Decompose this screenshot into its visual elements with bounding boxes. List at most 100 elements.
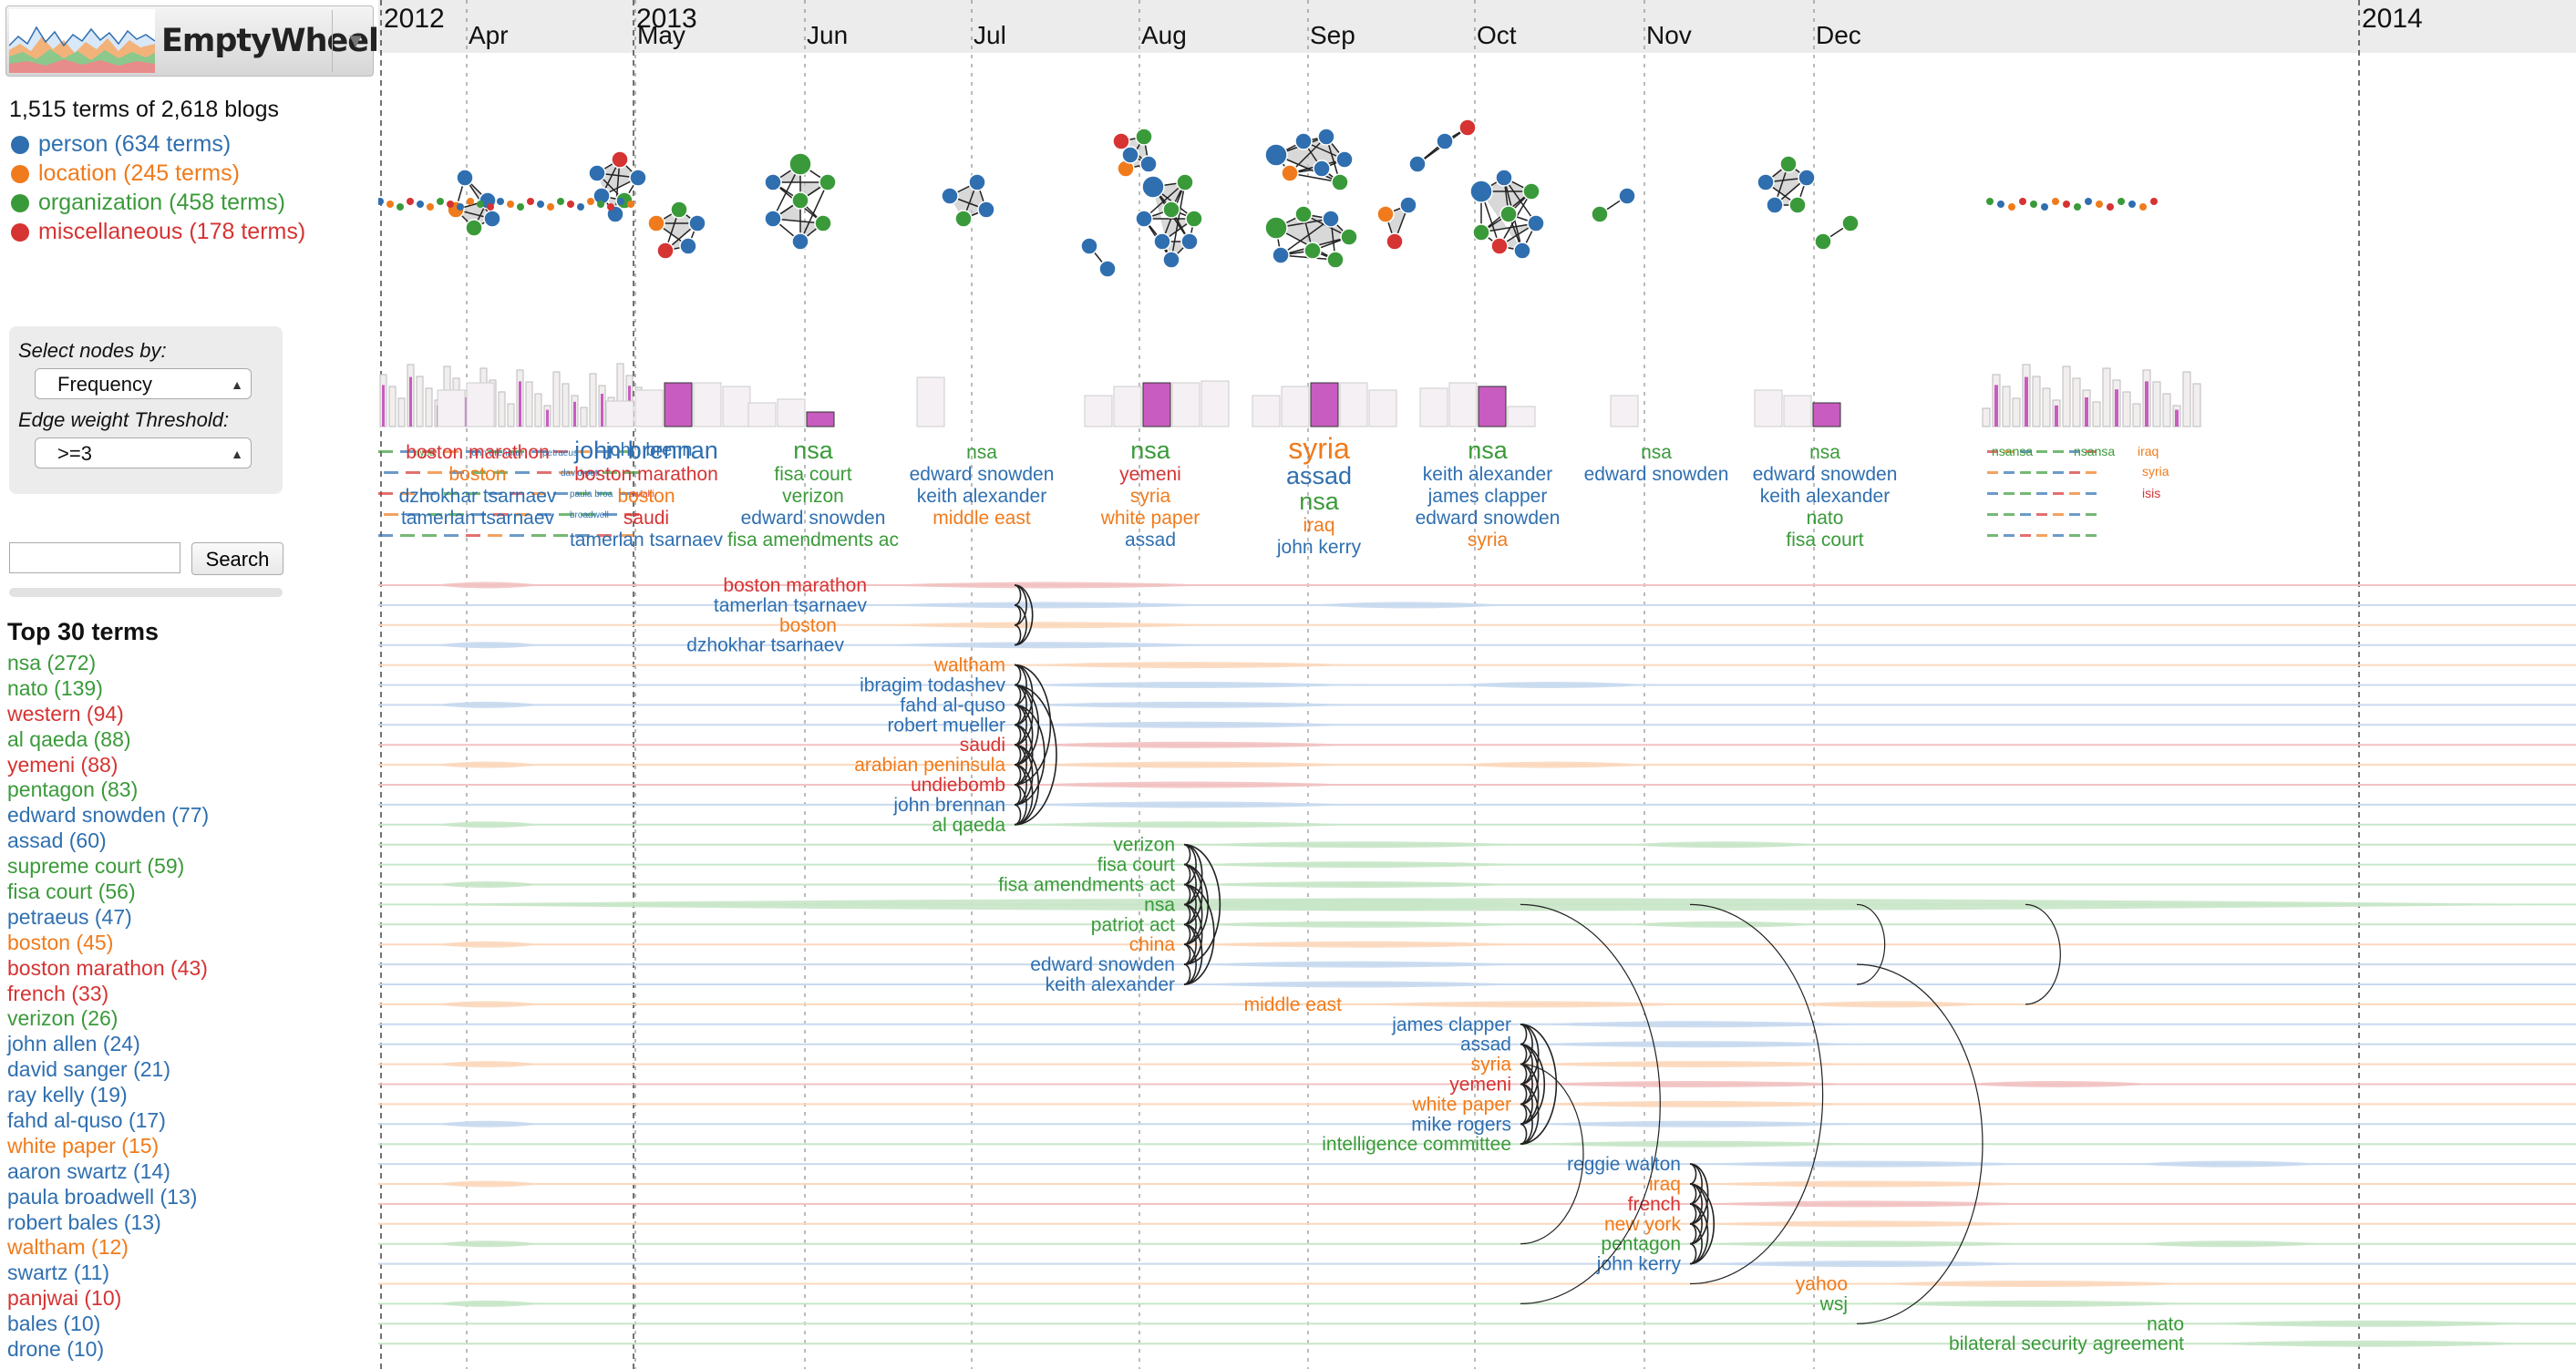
timeline-panel: 2012 2013 2014 Apr May Jun Jul Aug Sep Oct Nov Dec n…: [378, 0, 2576, 1369]
legend-organization[interactable]: organization (458 terms): [11, 190, 285, 216]
month-bar: [1754, 389, 1783, 427]
top-term-item[interactable]: drone (10): [7, 1337, 105, 1362]
tiny-cluster-node: [2139, 203, 2147, 211]
legend-miscellaneous[interactable]: miscellaneous (178 terms): [11, 219, 305, 245]
stream-bulge: [1958, 1081, 2159, 1087]
edge-threshold-dropdown[interactable]: >=3 ▲: [35, 437, 252, 468]
stream-arc: [1183, 843, 1221, 965]
top-term-item[interactable]: verizon (26): [7, 1006, 118, 1031]
stream-bulge: [1861, 1300, 2203, 1307]
tiny-term-mark: [2020, 450, 2031, 453]
month-bar: [1281, 386, 1310, 427]
mini-bar: [2092, 401, 2101, 427]
cluster-node: [1408, 155, 1427, 173]
stream-bulge: [1788, 1001, 1989, 1008]
stream-bulge: [875, 642, 1217, 649]
top-term-item[interactable]: john allen (24): [7, 1032, 140, 1056]
tiny-term-mark: [2053, 534, 2064, 537]
stream-label: fisa amendments act: [998, 875, 1175, 896]
month-bar: [1507, 406, 1536, 427]
top-term-item[interactable]: white paper (15): [7, 1133, 160, 1158]
search-input[interactable]: [9, 542, 180, 573]
top-term-item[interactable]: pentagon (83): [7, 777, 139, 802]
month-term-label: edward snowden: [1416, 508, 1561, 529]
top-term-item[interactable]: boston (45): [7, 930, 114, 954]
top-term-item[interactable]: robert bales (13): [7, 1209, 161, 1234]
stream-bulge: [378, 898, 2566, 911]
cluster-node: [1162, 251, 1180, 269]
top-term-item[interactable]: nato (139): [7, 675, 103, 700]
stream-bulge: [433, 1061, 542, 1068]
top-term-item[interactable]: david sanger (21): [7, 1057, 170, 1082]
tiny-term-mark: [466, 534, 480, 537]
top-term-item[interactable]: swartz (11): [7, 1261, 110, 1285]
cluster-node: [1788, 196, 1807, 214]
month-bar: [1368, 389, 1397, 427]
top-term-item[interactable]: fisa court (56): [7, 880, 136, 904]
search-button[interactable]: Search: [191, 542, 283, 575]
tiny-term-mark: [597, 492, 612, 495]
stream-arc: [1520, 1043, 1546, 1126]
top-term-item[interactable]: bales (10): [7, 1312, 101, 1336]
stream-bulge: [1019, 821, 1361, 829]
stream-bulge: [433, 1300, 542, 1307]
top-term-item[interactable]: boston marathon (43): [7, 955, 208, 980]
tiny-term-mark: [488, 492, 502, 495]
tiny-term-mark: [2086, 471, 2097, 474]
stream-arc: [1183, 923, 1203, 985]
select-nodes-value: Frequency: [57, 373, 152, 396]
tiny-cluster-node: [378, 198, 384, 205]
top-term-item[interactable]: yemeni (88): [7, 752, 118, 777]
top-term-item[interactable]: panjwai (10): [7, 1286, 122, 1311]
month-bar: [1142, 382, 1171, 427]
month-term-label: nsa: [1641, 442, 1672, 463]
month-term-label: syria: [1468, 530, 1509, 551]
legend-person[interactable]: person (634 terms): [11, 131, 231, 158]
select-nodes-dropdown[interactable]: Frequency ▲: [35, 368, 252, 399]
tiny-term-mark: [378, 492, 393, 495]
tiny-term-mark: [575, 492, 590, 495]
month-term-label: nato: [1807, 508, 1844, 529]
dropdown-arrow-icon[interactable]: ▼: [345, 29, 366, 52]
top-term-item[interactable]: ray kelly (19): [7, 1083, 128, 1107]
tiny-cluster-node: [2030, 201, 2037, 208]
cluster-node: [656, 242, 675, 260]
stream-arc: [1520, 1083, 1528, 1106]
network-cluster: [764, 152, 837, 251]
top-term-item[interactable]: french (33): [7, 981, 109, 1005]
top-term-item[interactable]: edward snowden (77): [7, 803, 210, 828]
stream-arc: [1520, 1123, 1528, 1145]
controls-panel: Select nodes by: Frequency ▲ Edge weight…: [9, 326, 283, 494]
stream-arc: [1014, 704, 1022, 726]
stream-arc: [1014, 704, 1034, 766]
tiny-cluster-node: [607, 203, 614, 211]
month-label: Oct: [1477, 21, 1517, 49]
stream-label: fisa court: [1097, 855, 1175, 876]
month-bar: [747, 402, 777, 427]
legend-location[interactable]: location (245 terms): [11, 160, 240, 187]
month-term-label: john brennan: [573, 437, 718, 464]
top-term-item[interactable]: supreme court (59): [7, 854, 185, 879]
mini-bar-highlight: [1994, 385, 1998, 427]
cluster-node: [1522, 182, 1540, 201]
tiny-term-label: nypd: [415, 448, 435, 458]
mini-bar-highlight: [546, 409, 549, 427]
cluster-node: [1162, 201, 1180, 219]
tiny-term-mark: [2053, 450, 2064, 453]
top-term-item[interactable]: al qaeda (88): [7, 726, 131, 751]
stream-long-arc: [1856, 963, 1984, 1324]
top-term-item[interactable]: waltham (12): [7, 1235, 129, 1260]
stream-bulge: [875, 582, 1217, 589]
top-term-item[interactable]: paula broadwell (13): [7, 1184, 198, 1209]
top-term-item[interactable]: petraeus (47): [7, 904, 132, 929]
top-term-item[interactable]: fahd al-quso (17): [7, 1108, 166, 1133]
network-cluster: [1757, 155, 1816, 214]
stream-arc: [1014, 744, 1022, 766]
top-term-item[interactable]: assad (60): [7, 829, 107, 853]
top-term-item[interactable]: aaron swartz (14): [7, 1158, 170, 1183]
edge-threshold-label: Edge weight Threshold:: [18, 408, 230, 431]
top-term-item[interactable]: nsa (272): [7, 651, 97, 674]
month-label: Sep: [1310, 21, 1355, 49]
search-progress-bar: [9, 588, 283, 597]
top-term-item[interactable]: western (94): [7, 701, 124, 726]
